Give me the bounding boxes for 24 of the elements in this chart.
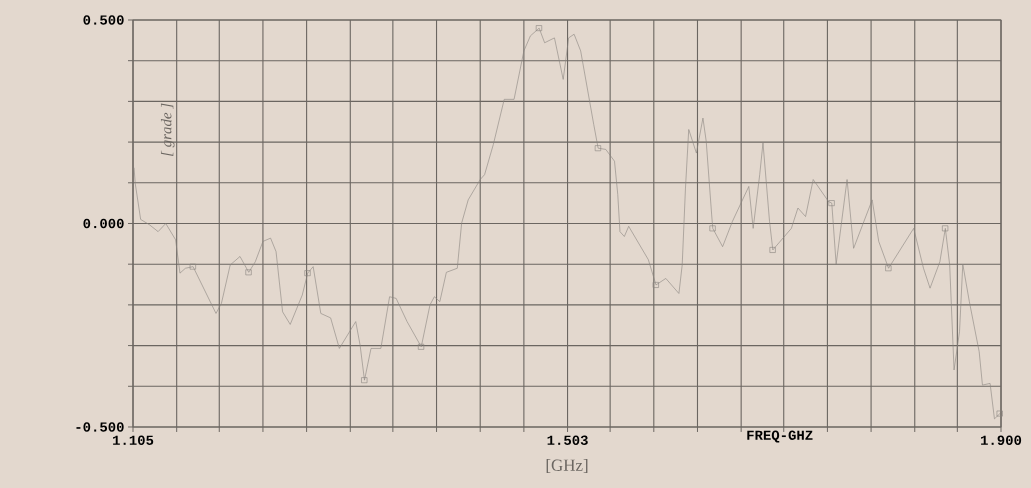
point bbox=[942, 225, 949, 232]
point bbox=[828, 200, 835, 207]
point bbox=[304, 270, 311, 277]
y-tick-label: 0.000 bbox=[83, 218, 124, 229]
point bbox=[418, 343, 425, 350]
point bbox=[245, 269, 252, 276]
y-tick-label: -0.500 bbox=[76, 422, 124, 432]
point bbox=[769, 247, 776, 253]
point bbox=[885, 265, 892, 272]
point bbox=[997, 410, 1003, 417]
point bbox=[709, 225, 716, 232]
point bbox=[361, 377, 368, 384]
point bbox=[653, 282, 659, 288]
y-axis-title: [ grade ] bbox=[160, 103, 175, 156]
point bbox=[595, 145, 602, 152]
text: FREQ-GHZ bbox=[747, 430, 813, 443]
point bbox=[536, 25, 543, 32]
x-tick-label: 1.105 bbox=[113, 435, 154, 445]
x-tick-label: 1.900 bbox=[981, 435, 1022, 445]
point bbox=[190, 263, 196, 270]
line-series bbox=[133, 27, 1001, 420]
x-tick-label: 1.503 bbox=[547, 435, 588, 445]
y-tick-label: 0.500 bbox=[83, 15, 124, 25]
x-axis-title: [GHz] bbox=[546, 459, 588, 474]
